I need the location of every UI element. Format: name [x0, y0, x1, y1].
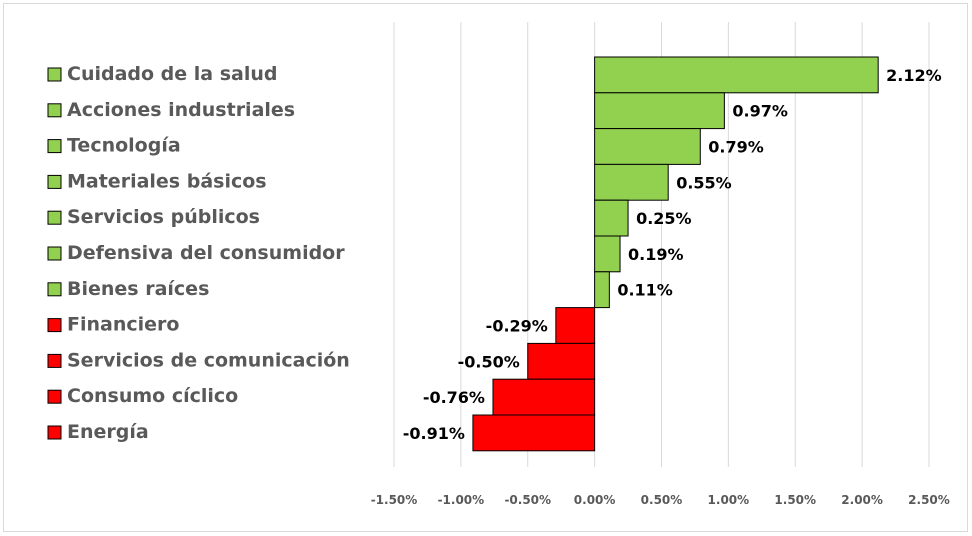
legend-label: Defensiva del consumidor: [67, 242, 345, 264]
data-labels: 2.12% 0.97% 0.79% 0.55% 0.25% 0.19% 0.11% -0.29…: [403, 66, 942, 443]
bar: [594, 163, 669, 201]
legend-swatch: [47, 103, 62, 118]
data-label: -0.76%: [423, 388, 485, 407]
legend-swatch: [47, 174, 62, 189]
bar: [555, 307, 596, 344]
x-tick-label: -0.50%: [504, 493, 551, 507]
legend-label: Cuidado de la salud: [67, 63, 278, 85]
data-label: 0.19%: [628, 245, 684, 264]
x-tick-label: 0.50%: [641, 493, 683, 507]
legend-swatch: [47, 139, 62, 154]
legend-label: Consumo cíclico: [67, 385, 238, 407]
bar: [527, 342, 596, 380]
bar: [594, 128, 701, 165]
bar: [472, 414, 596, 452]
legend-swatch: [47, 425, 62, 440]
legend-label: Materiales básicos: [67, 170, 267, 192]
bar: [594, 199, 629, 237]
bar: [594, 92, 725, 130]
data-label: 0.25%: [636, 209, 692, 228]
data-label: 0.11%: [617, 281, 673, 300]
legend-swatch: [47, 353, 62, 368]
x-tick-label: 2.00%: [841, 493, 883, 507]
x-tick-label: 1.00%: [708, 493, 750, 507]
legend-swatch: [47, 210, 62, 225]
legend-label: Servicios de comunicación: [67, 349, 350, 371]
data-label: -0.50%: [458, 352, 520, 371]
bar: [594, 271, 610, 309]
x-tick-label: -1.50%: [371, 493, 418, 507]
x-tick-label: 0.00%: [574, 493, 616, 507]
category-legend: Cuidado de la salud Acciones industriales…: [47, 63, 350, 443]
bar: [594, 235, 621, 273]
legend-swatch: [47, 318, 62, 333]
data-label: 0.55%: [676, 173, 732, 192]
legend-swatch: [47, 246, 62, 261]
legend-swatch: [47, 389, 62, 404]
x-axis-ticks: -1.50% -1.00% -0.50% 0.00% 0.50% 1.00% 1.50% 2.…: [371, 493, 950, 507]
legend-label: Tecnología: [67, 135, 181, 157]
data-label: -0.91%: [403, 424, 465, 443]
legend-label: Financiero: [67, 314, 179, 336]
legend-label: Bienes raíces: [67, 278, 209, 300]
data-label: 0.79%: [708, 138, 764, 157]
x-tick-label: 2.50%: [908, 493, 950, 507]
legend-label: Acciones industriales: [67, 99, 295, 121]
data-label: 2.12%: [886, 66, 942, 85]
bars: [472, 56, 879, 452]
bar: [594, 56, 879, 94]
bar: [492, 378, 596, 416]
x-tick-label: 1.50%: [774, 493, 816, 507]
legend-label: Servicios públicos: [67, 206, 260, 228]
x-tick-label: -1.00%: [438, 493, 485, 507]
bar-chart: 2.12% 0.97% 0.79% 0.55% 0.25% 0.19% 0.11% -0.29…: [47, 22, 950, 507]
legend-swatch: [47, 67, 62, 82]
data-label: -0.29%: [486, 317, 548, 336]
chart-frame: 2.12% 0.97% 0.79% 0.55% 0.25% 0.19% 0.11% -0.29…: [3, 3, 968, 532]
data-label: 0.97%: [732, 102, 788, 121]
legend-label: Energía: [67, 421, 149, 443]
legend-swatch: [47, 282, 62, 297]
